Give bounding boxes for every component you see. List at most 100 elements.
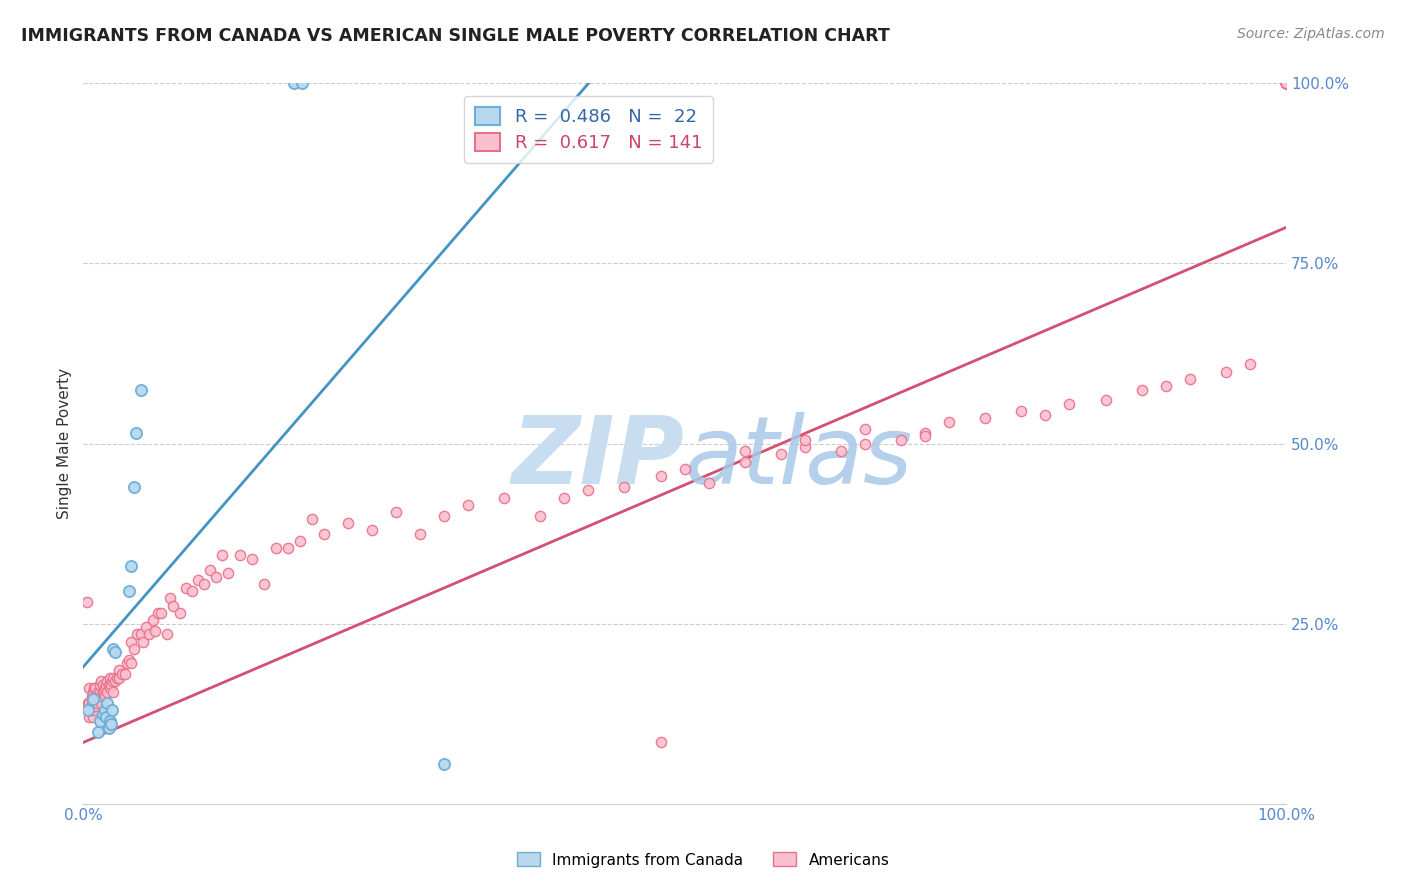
Point: [1275, 77, 1298, 91]
Point: [1275, 77, 1298, 91]
Point: [159, 591, 181, 606]
Point: [1094, 393, 1116, 408]
Point: [1275, 77, 1298, 91]
Point: [204, 570, 226, 584]
Point: [105, 671, 128, 685]
Point: [1239, 357, 1261, 371]
Point: [793, 440, 815, 454]
Point: [83, 681, 105, 696]
Point: [103, 645, 125, 659]
Point: [79, 681, 101, 696]
Point: [77, 703, 100, 717]
Point: [82, 685, 104, 699]
Point: [94, 681, 117, 696]
Point: [79, 696, 101, 710]
Point: [82, 710, 104, 724]
Point: [180, 584, 202, 599]
Point: [217, 566, 239, 581]
Point: [86, 696, 108, 710]
Point: [193, 577, 215, 591]
Point: [108, 671, 131, 685]
Point: [288, 533, 311, 548]
Point: [103, 641, 125, 656]
Point: [734, 454, 756, 468]
Point: [1275, 77, 1298, 91]
Point: [77, 696, 100, 710]
Point: [1275, 77, 1298, 91]
Point: [1275, 77, 1298, 91]
Point: [79, 710, 101, 724]
Point: [89, 678, 111, 692]
Point: [80, 689, 103, 703]
Point: [129, 627, 152, 641]
Point: [1275, 77, 1298, 91]
Point: [84, 699, 107, 714]
Point: [138, 627, 160, 641]
Point: [361, 523, 384, 537]
Point: [1275, 77, 1298, 91]
Point: [1275, 77, 1298, 91]
Point: [82, 692, 104, 706]
Point: [1275, 77, 1298, 91]
Text: Source: ZipAtlas.com: Source: ZipAtlas.com: [1237, 27, 1385, 41]
Point: [938, 415, 960, 429]
Point: [80, 696, 103, 710]
Point: [87, 724, 110, 739]
Point: [457, 498, 479, 512]
Legend: Immigrants from Canada, Americans: Immigrants from Canada, Americans: [510, 847, 896, 873]
Point: [122, 641, 145, 656]
Point: [129, 383, 152, 397]
Point: [94, 689, 117, 703]
Point: [853, 422, 876, 436]
Point: [96, 685, 118, 699]
Point: [673, 461, 696, 475]
Point: [84, 692, 107, 706]
Point: [101, 703, 124, 717]
Point: [103, 685, 125, 699]
Point: [1275, 77, 1298, 91]
Point: [87, 689, 110, 703]
Point: [553, 491, 575, 505]
Point: [83, 703, 105, 717]
Point: [103, 671, 125, 685]
Point: [87, 685, 110, 699]
Point: [853, 436, 876, 450]
Point: [132, 634, 155, 648]
Point: [97, 678, 120, 692]
Point: [697, 476, 720, 491]
Point: [385, 505, 408, 519]
Point: [433, 757, 456, 772]
Point: [120, 558, 142, 573]
Point: [1275, 77, 1298, 91]
Legend: R =  0.486   N =  22, R =  0.617   N = 141: R = 0.486 N = 22, R = 0.617 N = 141: [464, 96, 713, 162]
Point: [1275, 77, 1298, 91]
Point: [1275, 77, 1298, 91]
Point: [1275, 77, 1298, 91]
Point: [94, 710, 117, 724]
Point: [90, 674, 112, 689]
Point: [793, 433, 815, 447]
Point: [118, 584, 141, 599]
Point: [1059, 397, 1081, 411]
Point: [974, 411, 997, 425]
Point: [100, 678, 122, 692]
Point: [1275, 77, 1298, 91]
Point: [769, 447, 792, 461]
Point: [79, 703, 101, 717]
Point: [734, 443, 756, 458]
Point: [98, 671, 121, 685]
Text: IMMIGRANTS FROM CANADA VS AMERICAN SINGLE MALE POVERTY CORRELATION CHART: IMMIGRANTS FROM CANADA VS AMERICAN SINGL…: [21, 27, 890, 45]
Point: [101, 674, 124, 689]
Point: [650, 469, 672, 483]
Point: [529, 508, 551, 523]
Point: [1035, 408, 1057, 422]
Point: [91, 678, 114, 692]
Point: [1275, 77, 1298, 91]
Point: [240, 551, 263, 566]
Point: [169, 606, 191, 620]
Point: [1178, 372, 1201, 386]
Y-axis label: Single Male Poverty: Single Male Poverty: [58, 368, 72, 519]
Point: [90, 696, 112, 710]
Point: [135, 620, 157, 634]
Point: [91, 685, 114, 699]
